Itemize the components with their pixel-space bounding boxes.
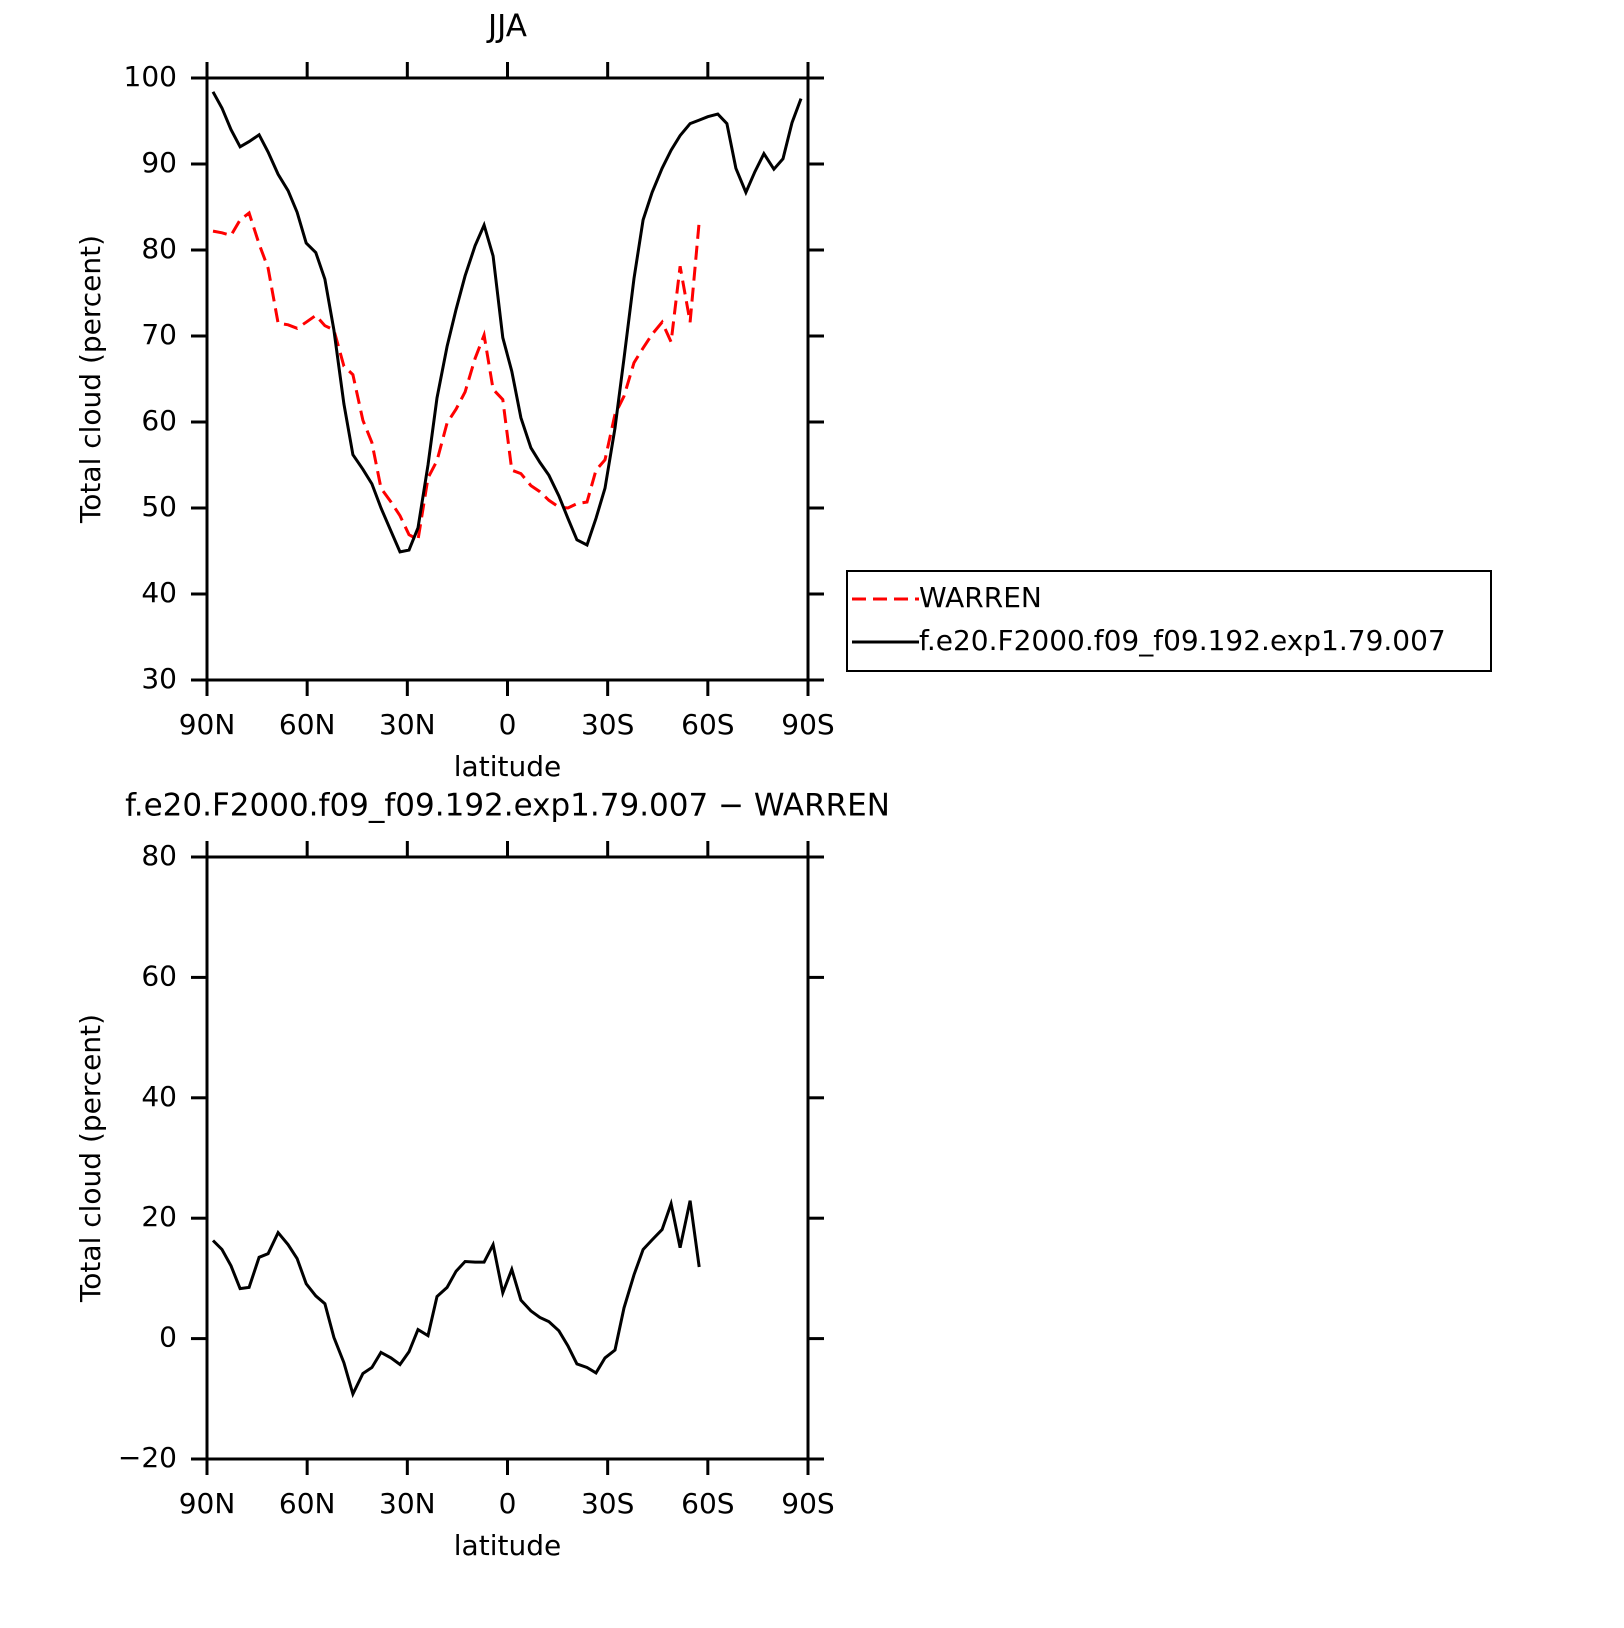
x-tick-label: 60N	[279, 1487, 336, 1520]
y-tick-label: 90	[141, 146, 177, 179]
data-line	[211, 91, 803, 554]
plot-frame	[205, 76, 810, 682]
y-tick-label: 50	[141, 490, 177, 523]
y-tick-label: 40	[141, 576, 177, 609]
x-axis-label: latitude	[454, 1529, 561, 1562]
legend-label: WARREN	[919, 581, 1042, 614]
y-tick-label: 80	[141, 839, 177, 872]
y-tick-label: 60	[141, 404, 177, 437]
x-tick-label: 30N	[379, 1487, 436, 1520]
y-tick-label: 70	[141, 318, 177, 351]
y-tick-label: −20	[118, 1441, 177, 1474]
chart-title: JJA	[486, 9, 527, 45]
data-line	[211, 1198, 701, 1399]
y-axis-label: Total cloud (percent)	[74, 1014, 107, 1303]
x-tick-label: 0	[499, 1487, 517, 1520]
y-tick-label: 0	[159, 1321, 177, 1354]
x-tick-label: 60S	[681, 1487, 734, 1520]
x-tick-label: 60N	[279, 708, 336, 741]
x-axis-label: latitude	[454, 750, 561, 783]
legend-label: f.e20.F2000.f09_f09.192.exp1.79.007	[919, 624, 1446, 657]
y-tick-label: 30	[141, 662, 177, 695]
x-tick-label: 90S	[781, 1487, 834, 1520]
x-tick-label: 30N	[379, 708, 436, 741]
y-tick-label: 40	[141, 1080, 177, 1113]
x-tick-label: 90N	[179, 1487, 236, 1520]
x-tick-label: 60S	[681, 708, 734, 741]
x-tick-label: 0	[499, 708, 517, 741]
y-tick-label: 60	[141, 959, 177, 992]
y-tick-label: 80	[141, 232, 177, 265]
x-tick-label: 90N	[179, 708, 236, 741]
chart-title: f.e20.F2000.f09_f09.192.exp1.79.007 − WA…	[125, 788, 890, 824]
y-tick-label: 20	[141, 1200, 177, 1233]
y-tick-label: 100	[124, 60, 177, 93]
x-tick-label: 30S	[581, 708, 634, 741]
plot-frame	[205, 855, 810, 1461]
legend-box	[846, 570, 1492, 672]
x-tick-label: 90S	[781, 708, 834, 741]
y-axis-label: Total cloud (percent)	[74, 235, 107, 524]
x-tick-label: 30S	[581, 1487, 634, 1520]
data-line	[212, 210, 701, 543]
